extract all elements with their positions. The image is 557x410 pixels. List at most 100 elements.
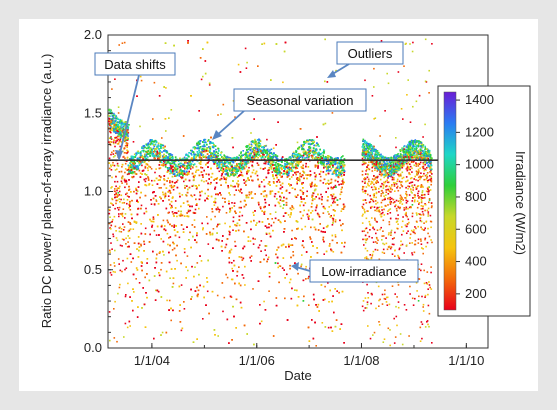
- data-point: [206, 222, 209, 225]
- data-point: [112, 150, 115, 152]
- data-point: [236, 182, 238, 185]
- data-point: [116, 196, 118, 198]
- data-point: [236, 176, 239, 178]
- data-point: [244, 180, 247, 183]
- data-point: [324, 285, 326, 288]
- data-point: [180, 176, 182, 178]
- data-point: [201, 167, 204, 169]
- data-point: [149, 147, 151, 150]
- data-point: [326, 182, 329, 184]
- data-point: [125, 133, 128, 136]
- data-point: [297, 147, 300, 149]
- data-point: [193, 154, 196, 157]
- data-point: [305, 265, 307, 268]
- data-point: [125, 294, 127, 296]
- data-point: [320, 193, 322, 196]
- data-point: [330, 204, 333, 207]
- data-point: [248, 152, 251, 155]
- data-point: [119, 120, 121, 123]
- data-point: [132, 228, 135, 230]
- data-point: [245, 67, 248, 69]
- data-point: [240, 161, 243, 163]
- data-point: [115, 129, 118, 131]
- data-point: [124, 181, 126, 183]
- data-point: [183, 251, 186, 254]
- data-point: [341, 208, 343, 210]
- data-point: [118, 141, 120, 143]
- data-point: [109, 123, 112, 125]
- data-point: [125, 132, 128, 135]
- data-point: [342, 208, 345, 210]
- data-point: [273, 164, 275, 166]
- data-point: [279, 199, 282, 201]
- data-point: [123, 336, 125, 338]
- data-point: [291, 229, 293, 232]
- data-point: [136, 95, 138, 97]
- data-point: [120, 194, 123, 197]
- data-point: [109, 110, 111, 112]
- data-point: [123, 152, 126, 154]
- data-point: [342, 168, 344, 171]
- data-point: [109, 124, 111, 127]
- data-point: [296, 141, 299, 144]
- data-point: [222, 205, 224, 208]
- data-point: [318, 216, 321, 218]
- data-point: [125, 237, 127, 240]
- data-point: [124, 162, 127, 165]
- data-point: [278, 265, 281, 267]
- data-point: [312, 147, 315, 149]
- data-point: [111, 127, 113, 130]
- data-point: [236, 172, 238, 175]
- data-point: [116, 128, 119, 130]
- data-point: [168, 168, 170, 171]
- data-point: [242, 257, 245, 260]
- data-point: [334, 167, 337, 170]
- data-point: [113, 337, 116, 339]
- data-point: [141, 149, 143, 152]
- data-point: [124, 145, 127, 147]
- data-point: [299, 154, 302, 156]
- data-point: [189, 231, 191, 234]
- data-point: [310, 154, 313, 157]
- data-point: [332, 200, 335, 202]
- data-point: [285, 212, 288, 214]
- data-point: [268, 290, 270, 292]
- data-point: [341, 156, 343, 158]
- data-point: [306, 139, 308, 142]
- data-point: [119, 126, 122, 129]
- data-point: [114, 115, 116, 117]
- data-point: [114, 207, 116, 210]
- data-point: [199, 146, 202, 148]
- data-point: [127, 150, 129, 153]
- data-point: [263, 195, 265, 198]
- data-point: [206, 153, 209, 155]
- data-point: [109, 143, 111, 145]
- data-point: [124, 138, 126, 141]
- data-point: [161, 144, 164, 146]
- data-point: [233, 259, 235, 262]
- data-point: [323, 253, 325, 255]
- data-point: [325, 173, 327, 176]
- data-point: [113, 131, 115, 133]
- data-point: [252, 288, 254, 290]
- data-point: [168, 237, 170, 239]
- data-point: [181, 194, 184, 196]
- data-point: [211, 233, 214, 236]
- data-point: [145, 177, 147, 180]
- data-point: [170, 204, 173, 207]
- data-point: [267, 256, 270, 259]
- data-point: [218, 223, 221, 225]
- data-point: [145, 157, 147, 160]
- data-point: [291, 164, 294, 166]
- data-point: [120, 170, 123, 173]
- data-point: [218, 170, 221, 173]
- data-point: [184, 162, 186, 164]
- data-point: [121, 270, 123, 273]
- data-point: [136, 190, 139, 192]
- data-point: [116, 121, 119, 123]
- data-point: [258, 203, 260, 206]
- data-point: [135, 167, 137, 169]
- data-point: [139, 196, 141, 199]
- data-point: [111, 186, 113, 188]
- data-point: [170, 319, 172, 322]
